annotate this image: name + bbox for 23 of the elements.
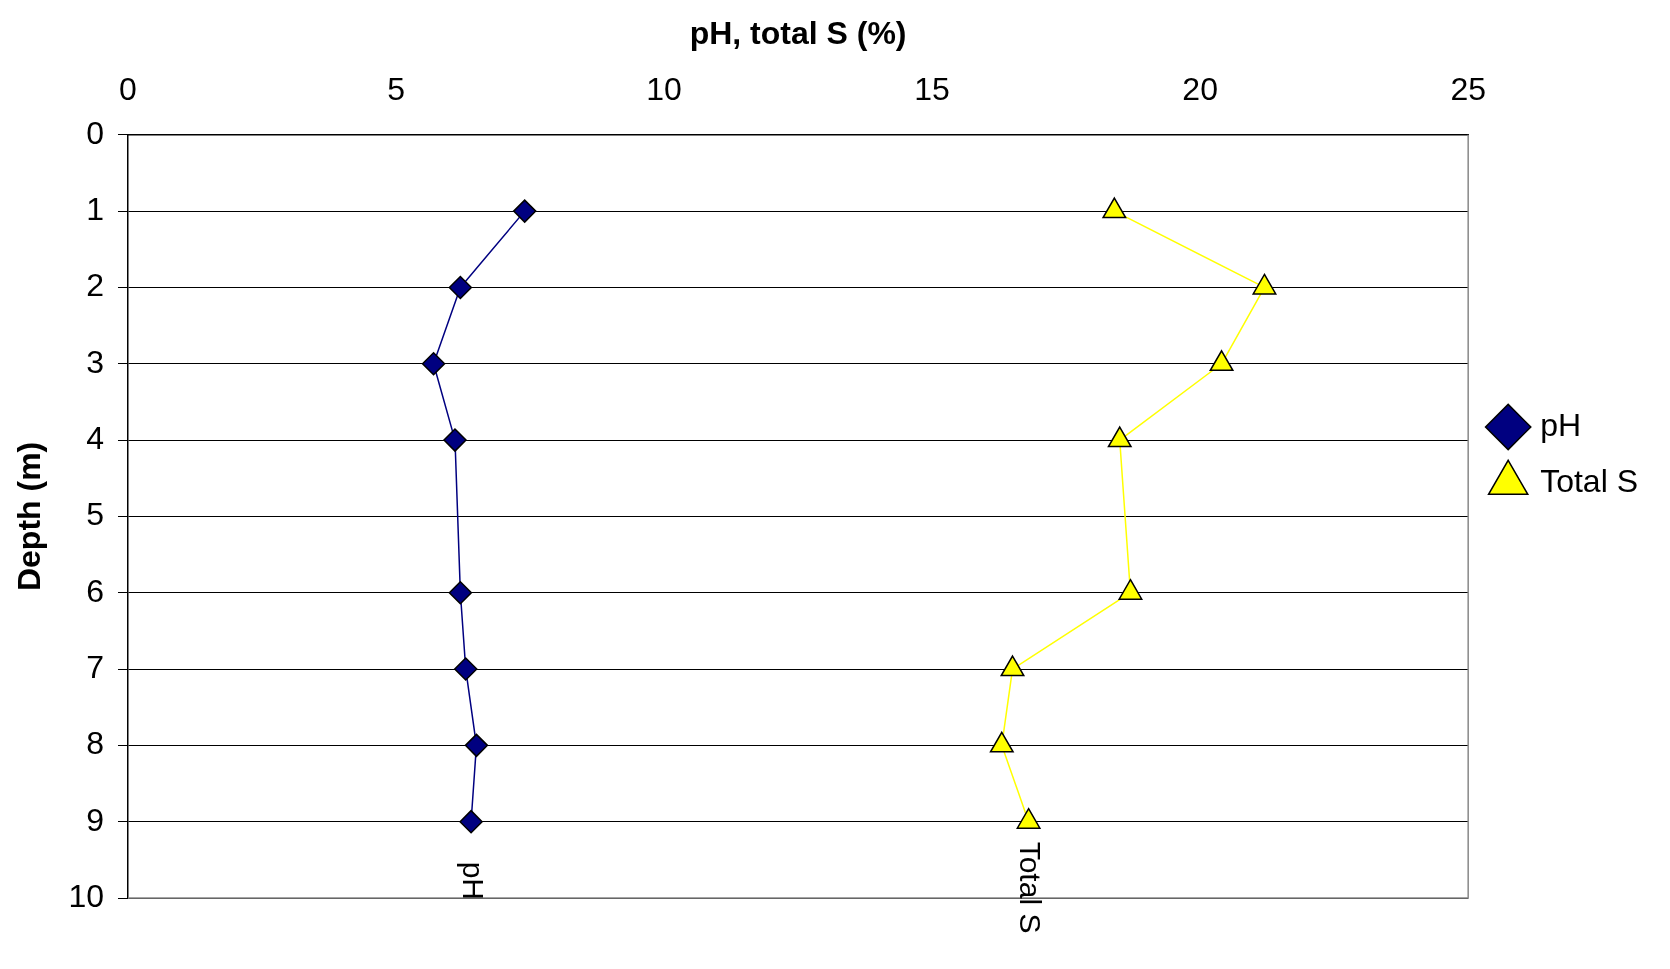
y-axis-title: Depth (m) xyxy=(11,441,48,592)
y-tick-label: 9 xyxy=(86,801,104,838)
y-tick-label: 3 xyxy=(86,343,104,380)
y-tick-label: 1 xyxy=(86,190,104,227)
x-tick-label: 5 xyxy=(387,71,405,108)
x-tick-label: 25 xyxy=(1450,71,1486,108)
annotation: pH xyxy=(456,861,490,901)
x-tick-label: 20 xyxy=(1182,71,1218,108)
x-tick-label: 10 xyxy=(646,71,682,108)
x-tick-label: 0 xyxy=(119,71,137,108)
y-tick-label: 8 xyxy=(86,725,104,762)
legend-label: Total S xyxy=(1540,462,1638,499)
x-tick-label: 15 xyxy=(914,71,950,108)
y-tick-label: 6 xyxy=(86,572,104,609)
x-axis-title: pH, total S (%) xyxy=(689,15,907,52)
annotation: Total S xyxy=(1014,841,1048,934)
y-tick-label: 5 xyxy=(86,496,104,533)
y-tick-label: 4 xyxy=(86,419,104,456)
y-tick-label: 10 xyxy=(68,877,104,914)
legend-label: pH xyxy=(1540,406,1582,443)
y-tick-label: 0 xyxy=(86,114,104,151)
y-tick-label: 7 xyxy=(86,648,104,685)
y-tick-label: 2 xyxy=(86,267,104,304)
